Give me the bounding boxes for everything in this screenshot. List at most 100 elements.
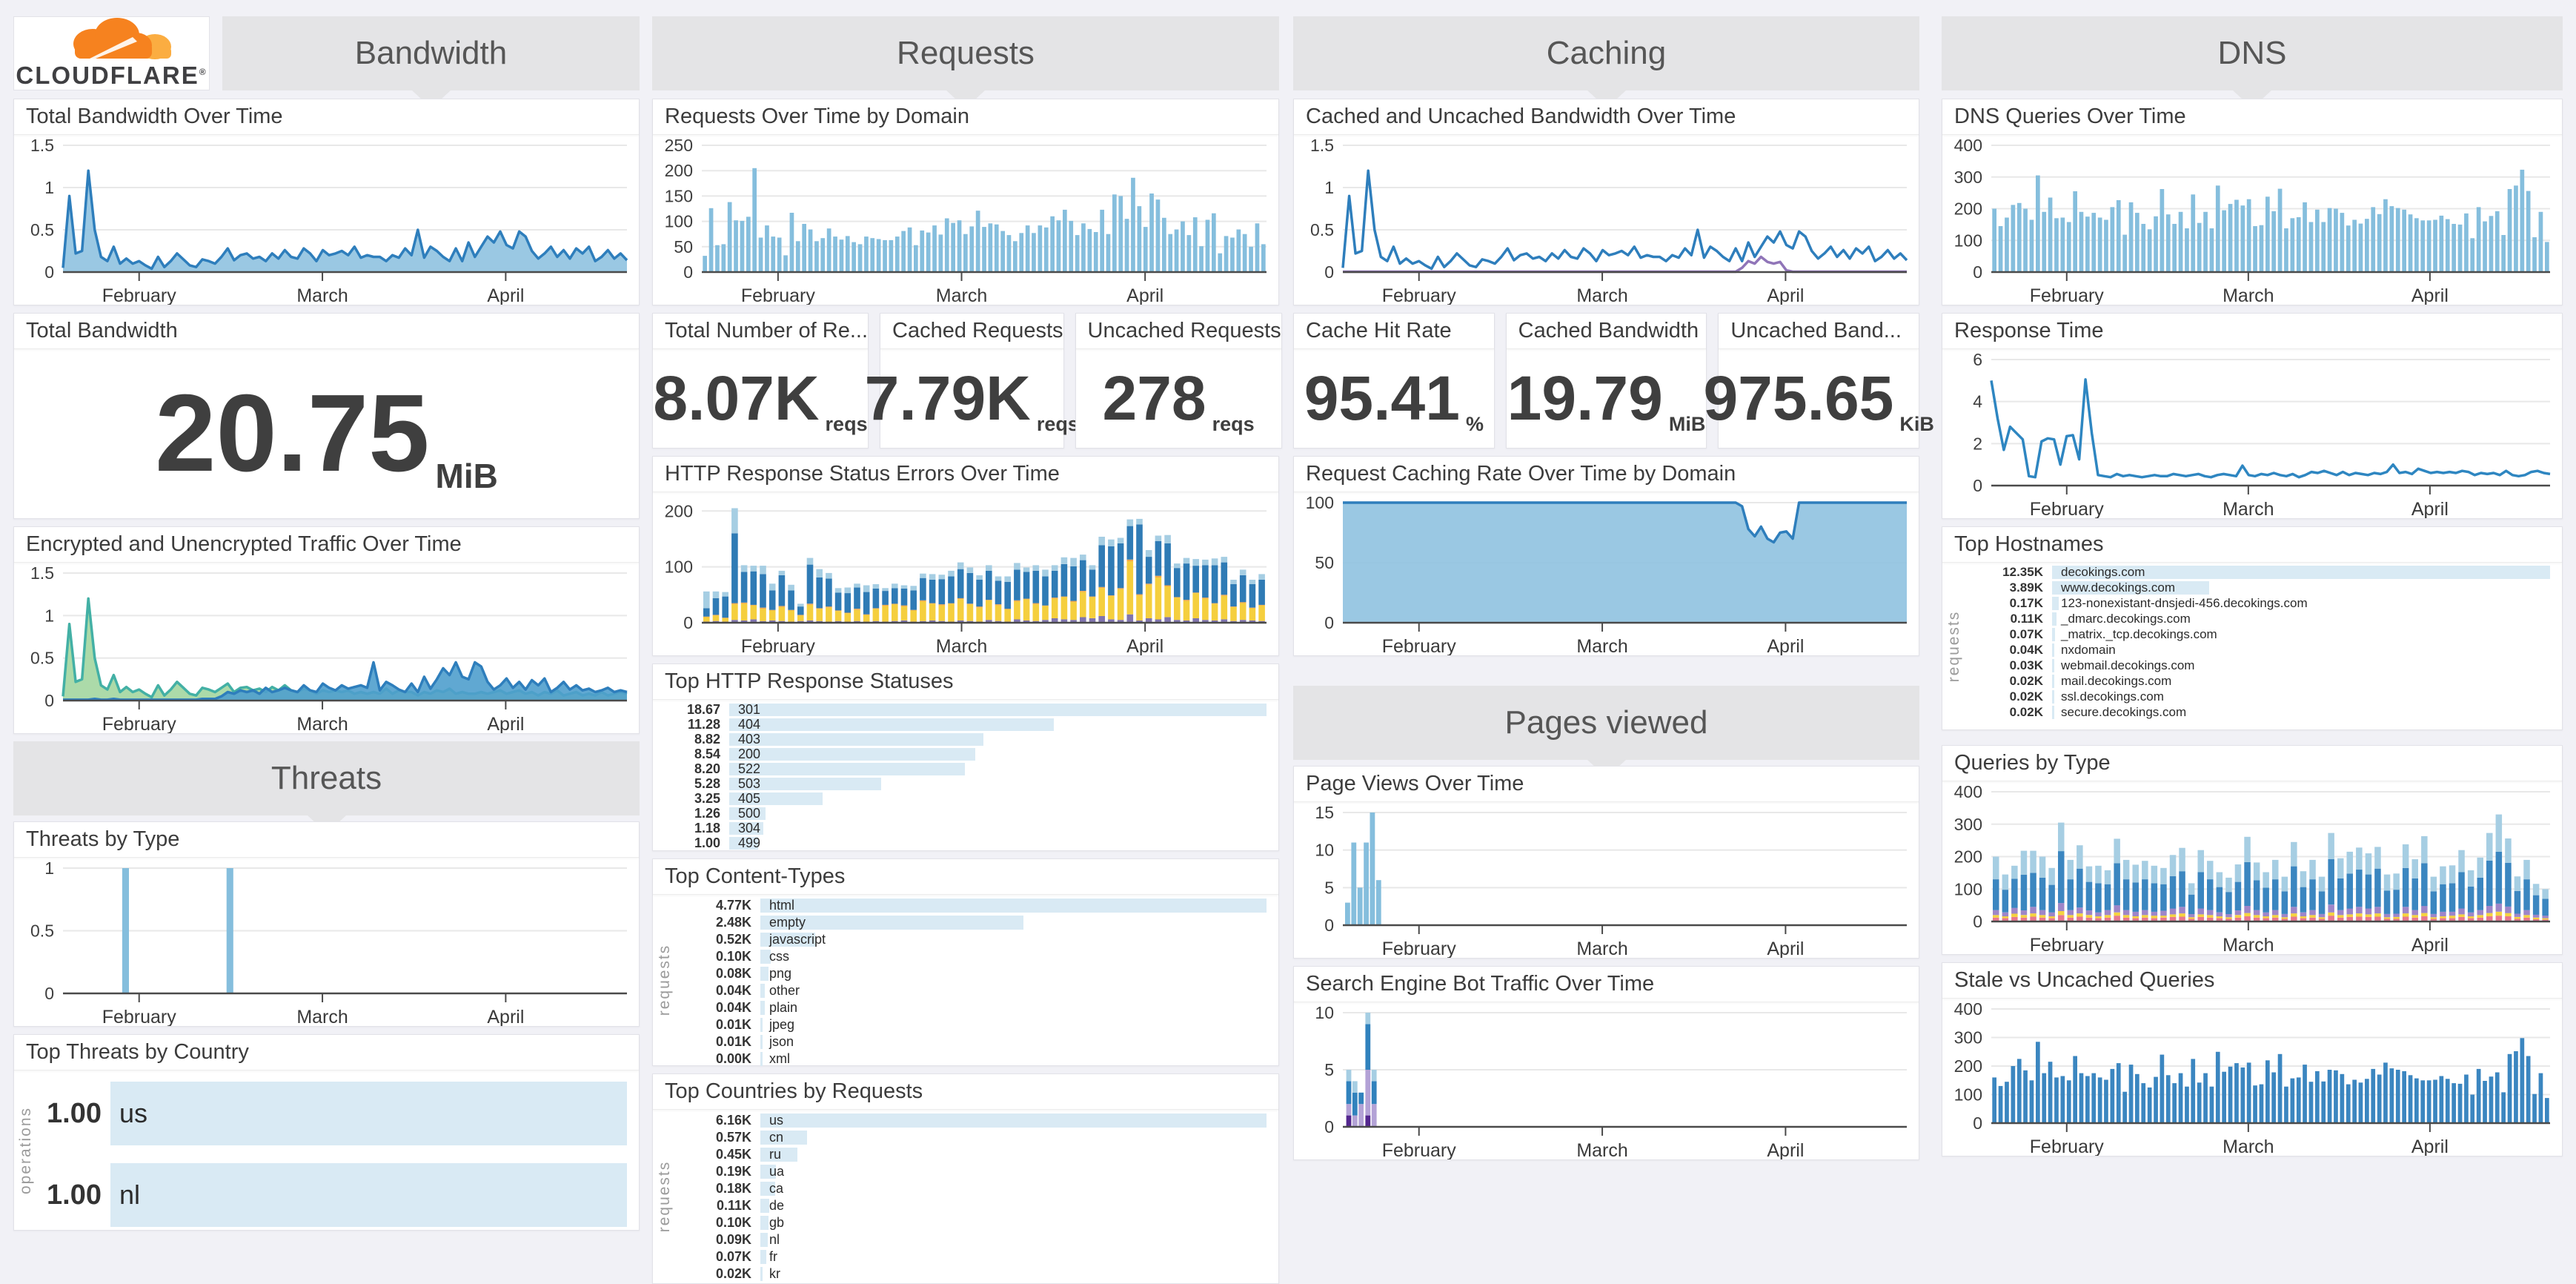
svg-text:February: February [741, 285, 816, 305]
list-item-bar [760, 1216, 769, 1230]
list-item[interactable]: 0.04K plain [675, 1000, 1267, 1016]
list-item-bar [760, 1250, 766, 1264]
requests-over-time-chart[interactable]: 0 50 100 150 200 250 February March April [653, 135, 1278, 306]
top-statuses-list[interactable]: 18.67 301 11.28 404 8.82 403 8.54 200 8.20 522 5.2… [653, 700, 1278, 850]
list-item[interactable]: 1.00 us [36, 1081, 627, 1146]
stat-value: 19.79 [1507, 363, 1663, 433]
list-item[interactable]: 11.28 404 [659, 717, 1267, 732]
list-item-label: www.decokings.com [2061, 580, 2176, 595]
list-item[interactable]: 0.08K png [675, 966, 1267, 982]
list-item[interactable]: 0.04K nxdomain [1965, 643, 2550, 658]
list-item[interactable]: 0.02K mail.decokings.com [1965, 674, 2550, 689]
list-item[interactable]: 18.67 301 [659, 702, 1267, 717]
svg-text:150: 150 [665, 186, 693, 205]
svg-text:400: 400 [1954, 999, 1982, 1019]
list-item[interactable]: 1.26 500 [659, 806, 1267, 821]
svg-text:2: 2 [1973, 434, 1982, 453]
list-item[interactable]: 8.82 403 [659, 732, 1267, 747]
svg-text:100: 100 [665, 212, 693, 231]
list-item[interactable]: 8.20 522 [659, 761, 1267, 776]
stale-queries-chart[interactable]: 0 100 200 300 400 February March April [1942, 999, 2562, 1157]
y-axis-label: requests [656, 1160, 673, 1233]
list-item[interactable]: 3.25 405 [659, 791, 1267, 806]
stat-value: 278 [1102, 363, 1206, 433]
list-item[interactable]: 6.16K us [675, 1113, 1267, 1128]
list-item[interactable]: 0.02K ssl.decokings.com [1965, 689, 2550, 704]
list-item-value: 2.48K [715, 915, 751, 930]
list-item-bar [2052, 566, 2550, 579]
list-item[interactable]: 0.10K css [675, 949, 1267, 964]
card-cached-uncached-bw: Cached and Uncached Bandwidth Over Time … [1293, 99, 1919, 306]
svg-text:4: 4 [1973, 392, 1982, 411]
card-caching-rate: Request Caching Rate Over Time by Domain… [1293, 456, 1919, 657]
svg-text:0: 0 [683, 262, 693, 282]
list-item[interactable]: 0.07K fr [675, 1249, 1267, 1265]
list-item[interactable]: 0.57K cn [675, 1130, 1267, 1145]
top-hostnames-list[interactable]: 12.35K decokings.com 3.89K www.decokings.co… [1942, 563, 2562, 729]
list-item[interactable]: 0.02K secure.decokings.com [1965, 705, 2550, 720]
list-item[interactable]: 0.17K 123-nonexistant-dnsjedi-456.decokin… [1965, 596, 2550, 611]
list-item[interactable]: 1.00 499 [659, 835, 1267, 850]
list-item[interactable]: 0.10K gb [675, 1215, 1267, 1231]
list-item[interactable]: 0.00K xml [675, 1051, 1267, 1067]
queries-by-type-chart[interactable]: 0 100 200 300 400 February March April [1942, 781, 2562, 956]
svg-text:100: 100 [1306, 493, 1334, 512]
list-item[interactable]: 0.11K de [675, 1198, 1267, 1214]
list-item[interactable]: 0.03K webmail.decokings.com [1965, 658, 2550, 673]
list-item[interactable]: 0.02K kr [675, 1266, 1267, 1282]
list-item[interactable]: 12.35K decokings.com [1965, 565, 2550, 580]
list-item[interactable]: 0.45K ru [675, 1147, 1267, 1162]
cached-uncached-bw-chart[interactable]: 0 0.5 1 1.5 February March April [1294, 135, 1919, 306]
card-title: HTTP Response Status Errors Over Time [653, 457, 1278, 492]
list-item[interactable]: 2.48K empty [675, 915, 1267, 930]
top-threats-by-country-list[interactable]: 1.00 us 1.00 nl operations [14, 1070, 639, 1230]
total-bandwidth-over-time-chart[interactable]: 0 0.5 1 1.5 February March April [14, 135, 639, 306]
list-item[interactable]: 0.07K _matrix._tcp.decokings.com [1965, 627, 2550, 642]
list-item-bar [729, 822, 763, 835]
http-errors-chart[interactable]: 0 100 200 February March April [653, 492, 1278, 657]
list-item[interactable]: 1.18 304 [659, 821, 1267, 835]
top-countries-list[interactable]: 6.16K us 0.57K cn 0.45K ru 0.19K ua 0.18K ca 0.11K… [653, 1110, 1278, 1283]
list-item[interactable]: 0.19K ua [675, 1164, 1267, 1179]
svg-text:200: 200 [665, 161, 693, 180]
response-time-chart[interactable]: 0 2 4 6 February March April [1942, 349, 2562, 520]
caching-rate-chart[interactable]: 0 50 100 February March April [1294, 492, 1919, 657]
list-item[interactable]: 0.01K json [675, 1034, 1267, 1050]
list-item[interactable]: 0.04K other [675, 983, 1267, 999]
list-item-bar [729, 837, 758, 850]
bot-traffic-chart[interactable]: 0 5 10 February March April [1294, 1002, 1919, 1161]
list-item[interactable]: 4.77K html [675, 898, 1267, 913]
svg-text:March: March [296, 714, 348, 733]
list-item[interactable]: 1.00 nl [36, 1162, 627, 1228]
list-item-label: javascript [769, 932, 826, 947]
list-item-value: 0.00K [715, 1051, 751, 1066]
list-item-value: 0.02K [715, 1266, 751, 1281]
list-item-value: 18.67 [686, 702, 720, 717]
list-item[interactable]: 5.28 503 [659, 776, 1267, 791]
card-cached-requests: Cached Requests 7.79K reqs [865, 313, 1079, 449]
list-item[interactable]: 8.54 200 [659, 747, 1267, 761]
list-item[interactable]: 0.18K ca [675, 1181, 1267, 1197]
dns-queries-chart[interactable]: 0 100 200 300 400 February March April [1942, 135, 2562, 306]
list-item-value: 0.57K [715, 1130, 751, 1145]
list-item[interactable]: 0.11K _dmarc.decokings.com [1965, 612, 2550, 626]
threats-by-type-chart[interactable]: 0 0.5 1 February March April [14, 858, 639, 1027]
svg-text:400: 400 [1954, 136, 1982, 155]
list-item-label: us [119, 1098, 148, 1128]
encrypted-traffic-chart[interactable]: 0 0.5 1 1.5 February March April [14, 563, 639, 735]
list-item[interactable]: 0.52K javascript [675, 932, 1267, 947]
svg-text:February: February [1382, 636, 1457, 655]
svg-text:0.5: 0.5 [1310, 220, 1334, 239]
svg-text:0: 0 [1973, 262, 1982, 282]
list-item[interactable]: 0.09K nl [675, 1232, 1267, 1248]
svg-text:March: March [2223, 499, 2274, 518]
top-content-types-list[interactable]: 4.77K html 2.48K empty 0.52K javascript 0.10K c… [653, 895, 1278, 1067]
list-item-label: 522 [738, 761, 761, 776]
card-top-countries: Top Countries by Requests 6.16K us 0.57K cn… [652, 1073, 1279, 1284]
list-item[interactable]: 3.89K www.decokings.com [1965, 580, 2550, 595]
page-views-chart[interactable]: 0 5 10 15 February March April [1294, 802, 1919, 959]
list-item-label: 500 [738, 806, 761, 821]
list-item-bar [729, 748, 975, 761]
list-item[interactable]: 0.01K jpeg [675, 1017, 1267, 1033]
total-bandwidth-stat: 20.75 MiB [14, 349, 639, 518]
